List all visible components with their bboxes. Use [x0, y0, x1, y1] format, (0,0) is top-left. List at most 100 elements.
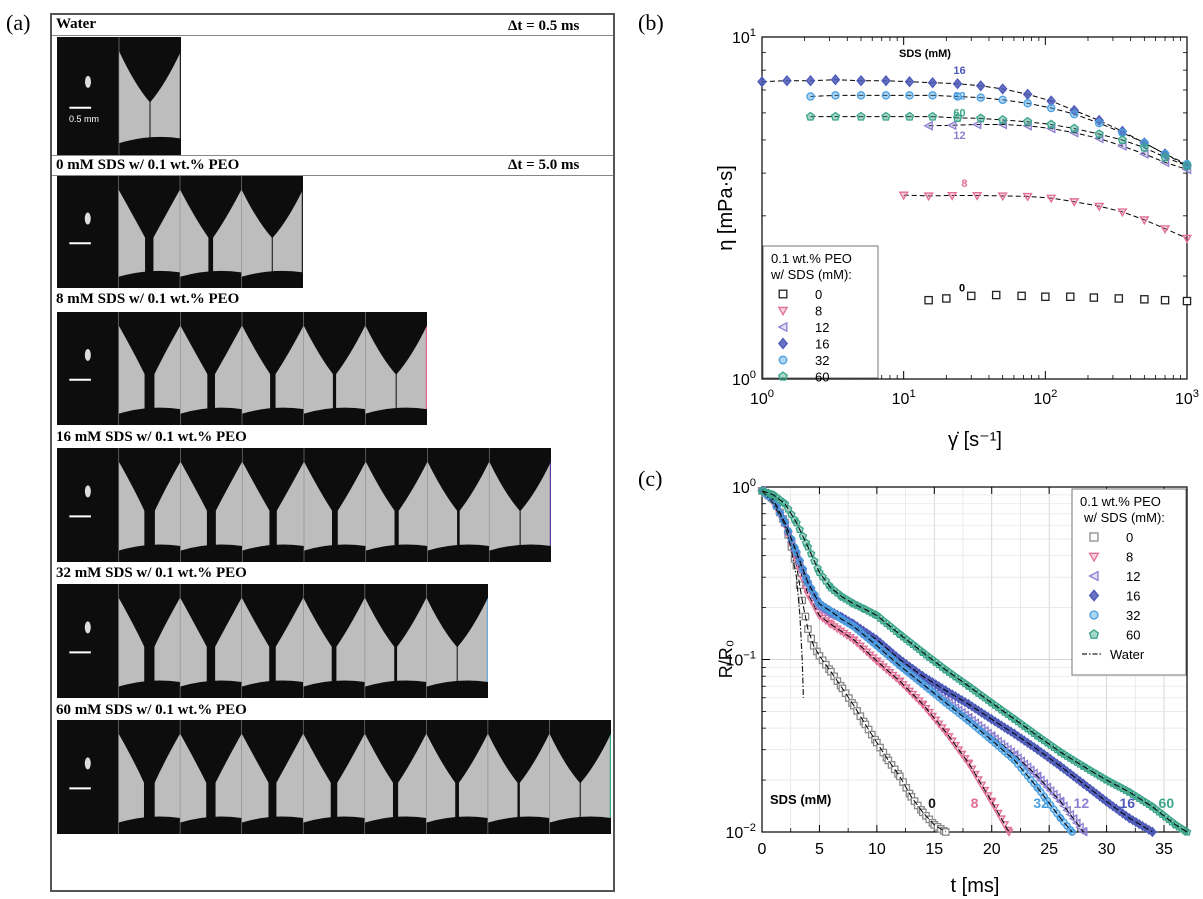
series-end-label-c-12: 12	[1074, 795, 1090, 811]
legend-title-b-1: 0.1 wt.% PEO	[771, 251, 852, 266]
data-point-b-12	[923, 120, 933, 131]
x-tick-label-c: 35	[1155, 841, 1173, 858]
y-tick-label-c: 10−2	[725, 822, 756, 842]
y-axis-label-c: R/R₀	[716, 640, 736, 678]
legend-marker-c-60	[1088, 629, 1100, 639]
data-point-b-16	[952, 78, 963, 90]
data-point-b-8	[997, 192, 1008, 202]
x-tick-label-b: 101	[892, 388, 916, 408]
data-point-b-32	[905, 91, 914, 100]
fit-line-60	[810, 116, 1188, 167]
data-point-b-12	[1022, 120, 1032, 131]
x-tick-label-c: 20	[983, 841, 1001, 858]
fit-line-c-32	[761, 490, 1073, 833]
data-point-b-60	[805, 111, 816, 121]
data-point-b-32	[1160, 149, 1170, 159]
data-point-b-8	[1181, 234, 1193, 244]
data-point-c-8	[957, 750, 967, 759]
filament-frames	[57, 176, 303, 288]
x-tick-label-c: 5	[815, 841, 824, 858]
frame-4	[241, 448, 304, 562]
data-point-b-60	[1022, 116, 1033, 126]
data-point-c-32	[799, 565, 807, 573]
data-point-b-8	[1117, 208, 1128, 218]
data-point-b-32	[1094, 118, 1104, 128]
data-point-b-12	[1045, 123, 1056, 134]
x-tick-label-c: 25	[1040, 841, 1058, 858]
data-point-c-12	[1075, 822, 1084, 832]
strip-label-water: Water	[56, 16, 96, 32]
image-strip-16mm	[57, 448, 551, 562]
frame-5	[302, 584, 365, 698]
series-label-b-32: 32	[953, 90, 965, 102]
data-point-b-12	[946, 120, 957, 131]
x-tick-label-b: 102	[1033, 388, 1057, 408]
frame-3	[179, 176, 242, 288]
legend-label-c-16: 16	[1126, 589, 1140, 604]
data-point-c-8	[931, 716, 941, 725]
data-point-c-8	[1004, 828, 1014, 837]
frame-2	[118, 176, 180, 288]
series-label-b-12: 12	[953, 130, 965, 142]
legend-marker-c-12	[1088, 570, 1099, 582]
legend-marker-c-0	[1089, 532, 1099, 542]
data-point-b-8	[972, 191, 983, 201]
frame-5	[303, 448, 366, 562]
legend-label-c-32: 32	[1126, 608, 1140, 623]
frame-5	[303, 312, 366, 425]
image-strip-32mm	[57, 584, 488, 698]
legend-marker-c-16	[1088, 589, 1100, 602]
frame-9	[549, 720, 611, 834]
data-point-b-8	[1139, 216, 1150, 226]
frame-1	[57, 37, 119, 155]
filament-frames	[57, 448, 551, 562]
filament-frames	[57, 720, 611, 834]
data-point-b-32	[806, 92, 815, 101]
frame-3	[180, 448, 243, 562]
data-point-b-60	[927, 111, 938, 121]
strip-label-16mm: 16 mM SDS w/ 0.1 wt.% PEO	[56, 429, 247, 445]
annotation-title-c: SDS (mM)	[770, 792, 831, 807]
fit-line-c-60	[761, 490, 1188, 833]
series-end-label-c-16: 16	[1119, 795, 1135, 811]
frame-2	[118, 312, 181, 425]
x-axis-label-b: γ̇ [s⁻¹]	[948, 429, 1002, 451]
data-point-b-16	[1046, 95, 1057, 107]
frame-3	[179, 584, 242, 698]
series-label-b-0: 0	[959, 282, 965, 294]
series-end-label-c-8: 8	[971, 795, 979, 811]
series-label-b-16: 16	[953, 65, 965, 77]
data-point-b-32	[856, 91, 866, 100]
data-point-b-60	[952, 113, 963, 122]
data-point-b-0	[1089, 293, 1099, 302]
data-point-b-32	[928, 91, 937, 100]
annotation-title-b: SDS (mM)	[899, 48, 951, 60]
data-point-c-32	[792, 548, 801, 556]
data-point-b-60	[1139, 142, 1150, 152]
data-point-c-8	[987, 798, 997, 807]
plot-frame-b	[761, 36, 1188, 380]
image-strip-60mm	[57, 720, 611, 834]
fit-line-c-8	[761, 490, 1010, 833]
data-point-b-60	[1117, 134, 1128, 144]
data-point-c-32	[1068, 828, 1076, 836]
data-point-b-8	[1159, 225, 1171, 235]
data-point-b-0	[1017, 291, 1026, 301]
fit-line-c-16	[761, 490, 1153, 833]
strip-dt-water: Δt = 0.5 ms	[508, 18, 580, 34]
data-point-b-12	[1068, 127, 1079, 138]
data-point-c-60	[813, 563, 822, 572]
y-axis-label-b: η [mPa·s]	[715, 165, 737, 251]
strip-label-0mm: 0 mM SDS w/ 0.1 wt.% PEO	[56, 157, 240, 173]
legend-marker-b-0	[778, 289, 788, 299]
frame-7	[426, 584, 488, 698]
frame-6	[364, 720, 427, 834]
data-point-b-16	[805, 75, 816, 87]
legend-label-b-8: 8	[815, 304, 822, 319]
data-point-b-0	[924, 295, 933, 305]
panel-b-letter: (b)	[638, 10, 664, 35]
data-point-b-32	[998, 95, 1007, 105]
frame-7	[427, 448, 490, 562]
scale-bar-label: 0.5 mm	[69, 114, 99, 124]
frame-2	[118, 448, 181, 562]
